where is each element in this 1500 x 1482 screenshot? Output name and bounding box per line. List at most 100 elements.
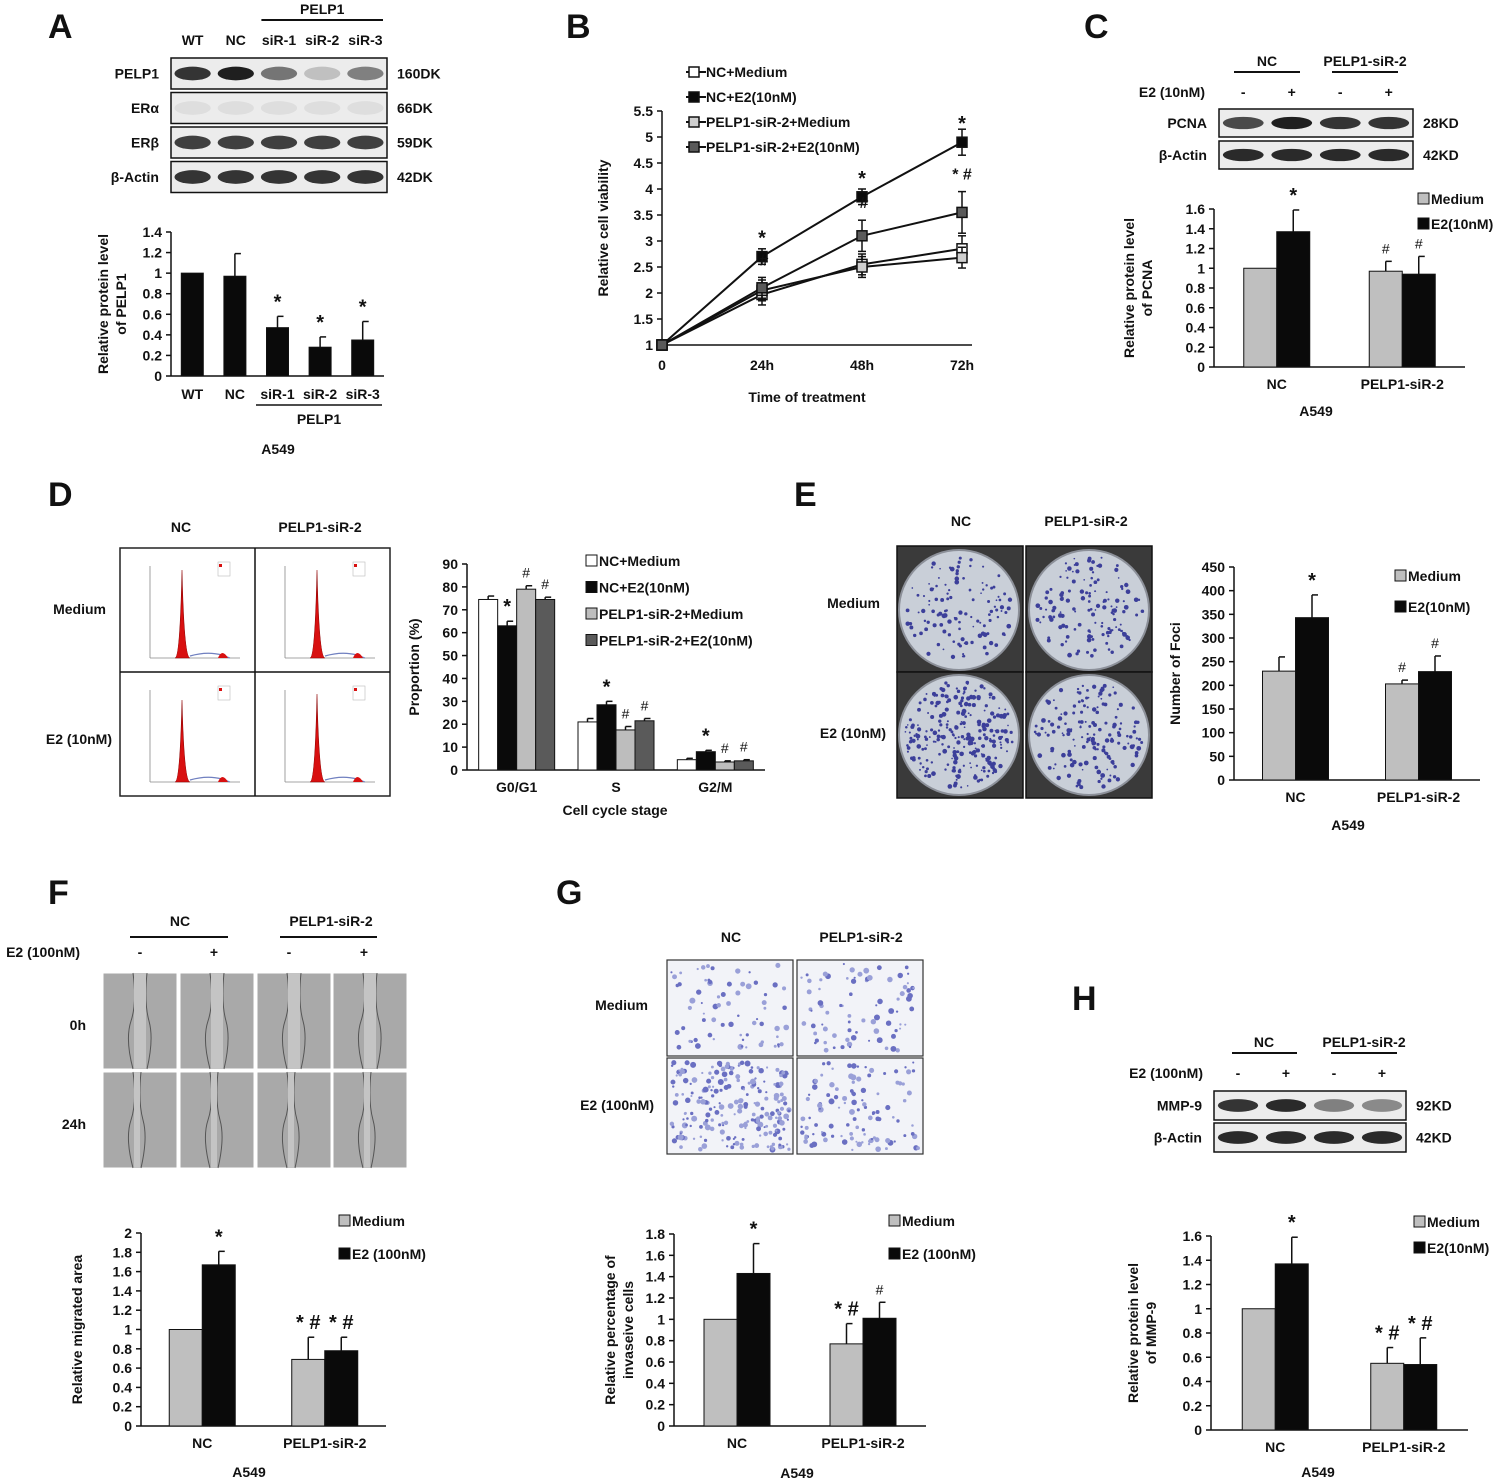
images-d-row-label: E2 (10nM): [46, 731, 112, 747]
colony: [906, 724, 909, 726]
invaded-cell: [894, 1028, 898, 1033]
chart-c-legend-item: E2(10nM): [1431, 216, 1493, 232]
colony: [1087, 696, 1090, 699]
blot-a-band: [174, 170, 211, 184]
colony: [979, 621, 982, 624]
invaded-cell: [870, 1137, 874, 1141]
colony: [981, 581, 984, 584]
colony: [1087, 608, 1091, 612]
colony: [986, 632, 990, 636]
colony: [1087, 634, 1092, 639]
invaded-cell: [773, 1095, 779, 1101]
colony: [973, 774, 977, 777]
colony: [1080, 596, 1086, 601]
colony: [936, 613, 940, 617]
invaded-cell: [764, 1096, 769, 1101]
colony-dots: [904, 680, 1014, 789]
chart-h-category-label: PELP1-siR-2: [1362, 1439, 1445, 1455]
colony: [973, 775, 978, 780]
chart-b-y-tick-label: 1: [645, 337, 653, 353]
colony: [1094, 765, 1099, 770]
colony: [1081, 768, 1084, 771]
invaded-cell: [772, 1123, 778, 1128]
chart-a-bar: [351, 339, 375, 377]
invaded-cell: [701, 965, 706, 970]
invaded-cell: [758, 1067, 764, 1074]
colony: [1065, 598, 1071, 603]
images-f-group-label: NC: [170, 913, 190, 929]
invaded-cell: [896, 997, 900, 1001]
chart-d-bar: [615, 729, 636, 771]
colony: [1000, 610, 1003, 612]
blot-c-group-label: NC: [1257, 53, 1277, 69]
invaded-cell: [896, 1119, 900, 1123]
invaded-cell: [683, 1112, 687, 1115]
chart-d-bar: [733, 760, 754, 771]
colony: [1036, 732, 1042, 737]
wound-gap: [134, 973, 146, 1069]
images-f-sign: -: [138, 944, 143, 960]
blot-c-band: [1368, 116, 1410, 130]
invaded-cell: [747, 1081, 751, 1085]
colony: [1074, 562, 1079, 567]
invaded-cell: [670, 1079, 676, 1085]
colony: [941, 743, 944, 746]
invaded-cell: [754, 1101, 761, 1107]
colony: [1103, 751, 1107, 755]
colony: [919, 762, 922, 765]
panel-label-e: E: [794, 476, 817, 514]
invaded-cell: [855, 1140, 858, 1143]
colony: [1112, 762, 1115, 765]
colony: [977, 736, 982, 740]
chart-a-y-tick-label: 1.4: [143, 224, 163, 240]
invaded-cell: [686, 1117, 689, 1120]
colony: [1079, 725, 1082, 729]
chart-b-y-tick-label: 4: [645, 181, 653, 197]
chart-g-bar: [862, 1317, 897, 1427]
invaded-cell: [696, 1099, 701, 1104]
colony: [1088, 591, 1091, 595]
colony: [940, 598, 945, 602]
chart-a-y-tick-label: 1: [154, 265, 162, 281]
invaded-cell: [775, 1129, 778, 1132]
colony: [1075, 784, 1079, 788]
panel-label-b: B: [566, 8, 591, 46]
invaded-cell: [876, 1092, 880, 1096]
colony: [1118, 727, 1122, 731]
invaded-cell: [870, 1019, 877, 1025]
invaded-cell: [907, 972, 910, 975]
colony: [970, 766, 973, 769]
colony: [1135, 613, 1138, 616]
chart-d-category-label: G0/G1: [496, 779, 537, 795]
colony: [1067, 566, 1072, 571]
invaded-cell: [846, 1041, 853, 1048]
invaded-cell: [705, 1112, 711, 1118]
invaded-cell: [716, 1060, 723, 1067]
chart-f-significance-mark: * #: [329, 1312, 353, 1334]
colony: [958, 610, 963, 615]
colony: [1131, 706, 1135, 710]
chart-c-y-label: Relative protein level: [1121, 218, 1137, 358]
chart-b-point: [956, 251, 968, 264]
chart-e-bar: [1295, 617, 1329, 781]
invaded-cell: [774, 1116, 778, 1119]
invaded-cell: [761, 1000, 767, 1006]
colony: [992, 585, 996, 589]
blot-a-band-size: 66DK: [397, 100, 433, 116]
invaded-cell: [904, 1066, 907, 1069]
histogram-g2-peak: [353, 653, 363, 658]
colony: [1071, 570, 1074, 573]
colony: [1006, 606, 1011, 611]
colony: [1072, 704, 1077, 708]
colony: [958, 701, 962, 706]
chart-b-y-tick-label: 2: [645, 285, 653, 301]
chart-d-significance-mark: #: [740, 739, 748, 755]
invaded-cell: [771, 1142, 776, 1147]
chart-f-category-label: NC: [192, 1435, 212, 1451]
invaded-cell: [849, 967, 855, 973]
invaded-cell: [700, 1099, 706, 1105]
colony-dish: [898, 549, 1020, 671]
invaded-cell: [891, 1033, 896, 1039]
colony: [1113, 764, 1117, 769]
invaded-cell: [851, 1080, 855, 1084]
